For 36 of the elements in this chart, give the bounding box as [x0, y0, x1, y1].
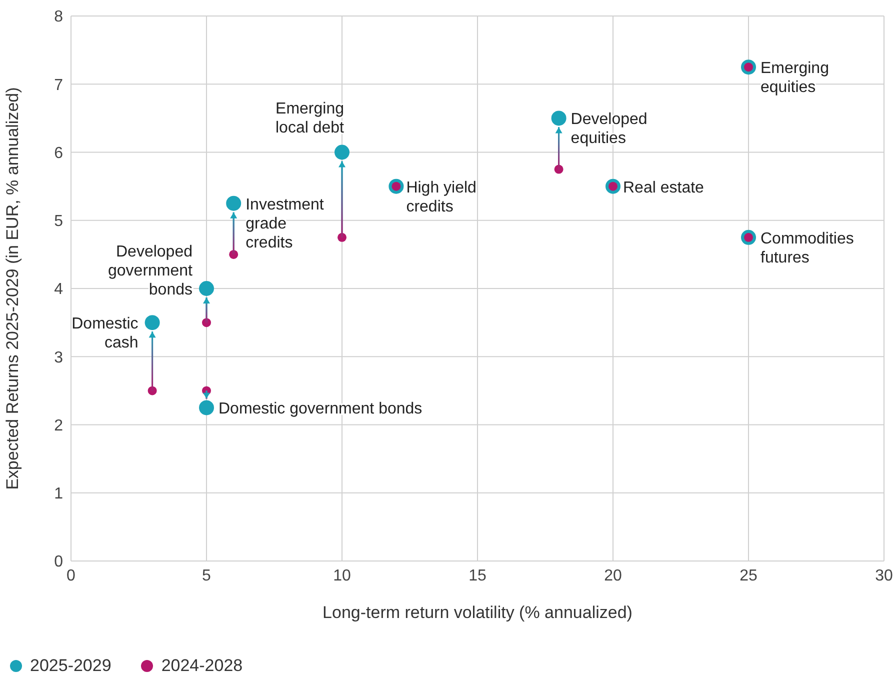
annotation: High yield credits [406, 179, 476, 216]
point [199, 400, 214, 416]
annotation: Commodities futures [760, 230, 854, 266]
y-tick-label: 2 [54, 417, 64, 434]
point [334, 144, 350, 160]
y-axis-title: Expected Returns 2025-2029 (in EUR, % annualized) [3, 87, 22, 490]
x-tick-label: 20 [604, 567, 622, 584]
annotation: Emerging local debt [276, 100, 345, 136]
annotation: Investment grade credits [246, 196, 324, 252]
annotation: Emerging equities [760, 60, 829, 96]
x-tick-label: 15 [468, 567, 486, 584]
annotation: Domestic cash [72, 316, 138, 352]
y-tick-label: 6 [54, 144, 64, 162]
y-tick-label: 7 [54, 76, 64, 94]
point [144, 315, 160, 330]
x-tick-label: 0 [66, 567, 76, 584]
x-tick-label: 10 [333, 567, 351, 584]
point [226, 196, 242, 211]
x-tick-label: 5 [202, 567, 212, 584]
x-tick-label: 30 [875, 567, 893, 584]
annotation: Real estate [623, 179, 704, 196]
legend-label: 2024-2028 [161, 656, 243, 676]
x-axis-title: Long-term return volatility (% annualized) [322, 603, 632, 622]
y-tick-label: 4 [54, 281, 64, 298]
y-tick-label: 8 [54, 8, 64, 26]
y-tick-label: 0 [54, 554, 64, 571]
y-tick-label: 3 [54, 349, 64, 366]
annotation: Domestic government bonds [218, 400, 422, 418]
x-tick-label: 25 [740, 567, 758, 584]
point [551, 110, 566, 126]
legend-label: 2025-2029 [30, 656, 112, 676]
annotation: Developed government bonds [108, 244, 194, 298]
y-tick-label: 5 [54, 213, 64, 230]
point [199, 281, 214, 296]
annotation: Developed equities [570, 111, 648, 148]
y-tick-label: 1 [54, 486, 64, 503]
